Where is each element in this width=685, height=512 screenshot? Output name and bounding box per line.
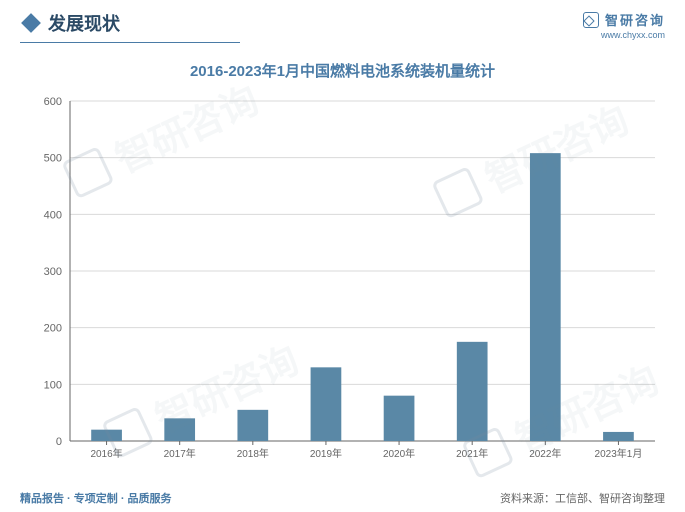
brand-row: 智研咨询 xyxy=(583,10,665,29)
bar xyxy=(530,153,561,441)
bar xyxy=(91,430,122,441)
svg-text:600: 600 xyxy=(44,96,62,108)
bar xyxy=(311,367,342,441)
svg-text:2021年: 2021年 xyxy=(456,447,488,460)
bar xyxy=(457,342,488,441)
svg-text:200: 200 xyxy=(44,323,62,335)
svg-text:2022年: 2022年 xyxy=(529,447,561,460)
brand-url: www.chyxx.com xyxy=(601,30,665,40)
header: 发展现状 智研咨询 www.chyxx.com xyxy=(0,0,685,48)
diamond-icon xyxy=(21,13,41,33)
footer-left: 精品报告 · 专项定制 · 品质服务 xyxy=(20,490,172,506)
svg-text:500: 500 xyxy=(44,153,62,165)
chart-title: 2016-2023年1月中国燃料电池系统装机量统计 xyxy=(0,60,685,81)
footer: 精品报告 · 专项定制 · 品质服务 资料来源：工信部、智研咨询整理 xyxy=(0,490,685,506)
svg-text:2016年: 2016年 xyxy=(90,447,122,460)
svg-text:2018年: 2018年 xyxy=(237,447,269,460)
svg-text:2017年: 2017年 xyxy=(164,447,196,460)
section-title: 发展现状 xyxy=(48,10,120,36)
brand-icon xyxy=(583,12,599,28)
svg-text:2020年: 2020年 xyxy=(383,447,415,460)
bar xyxy=(603,432,634,441)
svg-text:400: 400 xyxy=(44,209,62,221)
svg-text:2019年: 2019年 xyxy=(310,447,342,460)
chart-svg: 0 100 200 300 400 500 600 2016年 2017年 2018年 2019年 2… xyxy=(20,91,665,471)
bar xyxy=(164,418,195,441)
bar xyxy=(237,410,268,441)
svg-text:2023年1月: 2023年1月 xyxy=(595,447,643,460)
chart-area: 0 100 200 300 400 500 600 2016年 2017年 2018年 2019年 2… xyxy=(20,91,665,471)
header-right: 智研咨询 www.chyxx.com xyxy=(583,10,665,40)
svg-text:0: 0 xyxy=(56,436,62,448)
svg-text:100: 100 xyxy=(44,379,62,391)
header-left: 发展现状 xyxy=(20,10,240,43)
footer-source: 资料来源：工信部、智研咨询整理 xyxy=(500,490,665,506)
bar xyxy=(384,396,415,441)
brand-name: 智研咨询 xyxy=(605,10,665,29)
svg-text:300: 300 xyxy=(44,266,62,278)
